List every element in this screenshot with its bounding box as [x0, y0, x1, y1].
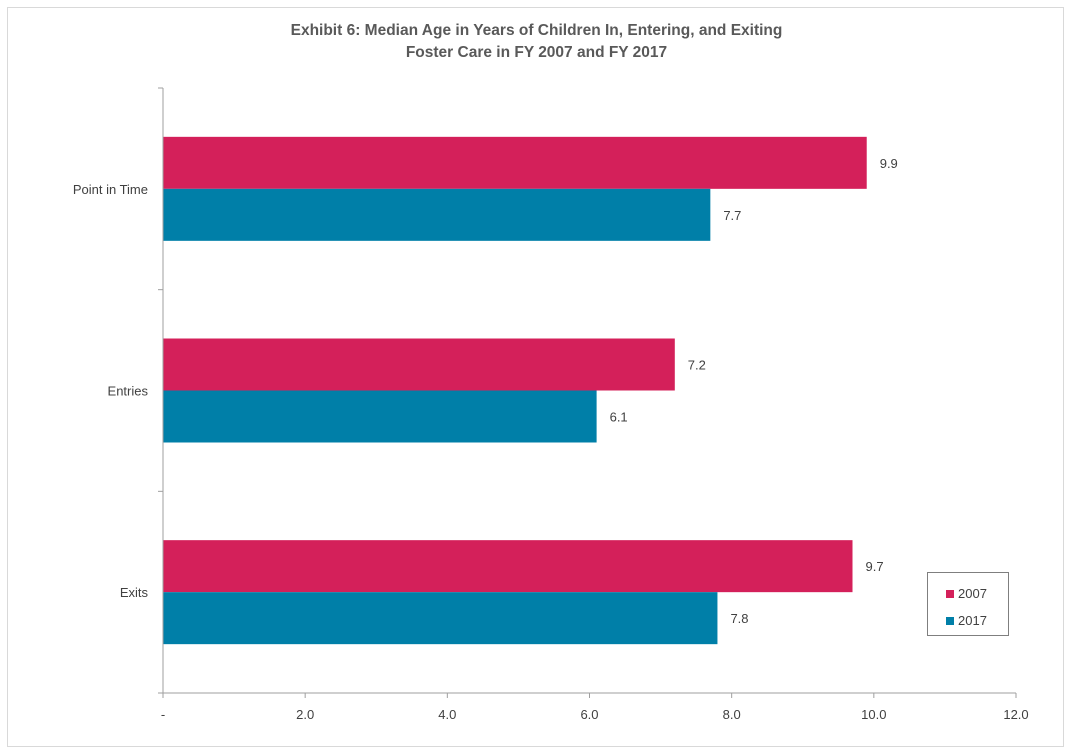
category-label-3: Exits	[120, 585, 149, 600]
bar-2007-3	[163, 540, 853, 593]
data-label-2017-2: 6.1	[610, 410, 628, 425]
x-tick-label-2: 4.0	[438, 707, 456, 722]
legend: 2007 2017	[927, 572, 1009, 636]
bar-2017-2	[163, 390, 597, 443]
x-tick-label-3: 6.0	[580, 707, 598, 722]
data-label-2017-1: 7.7	[723, 208, 741, 223]
x-tick-label-1: 2.0	[296, 707, 314, 722]
category-label-1: Point in Time	[73, 182, 148, 197]
chart-title: Exhibit 6: Median Age in Years of Childr…	[0, 20, 1073, 64]
x-tick-label-0: -	[161, 707, 165, 722]
bar-chart: 9.9 7.7 Point in Time 7.2 6.1 Entries 9.7 7.8 Ex…	[73, 87, 1029, 722]
legend-label-2007: 2007	[958, 586, 987, 601]
legend-swatch-2007	[946, 589, 954, 598]
legend-item-2017: 2017	[946, 613, 987, 629]
data-label-2007-1: 9.9	[880, 156, 898, 171]
bar-2017-3	[163, 592, 718, 645]
data-label-2007-3: 9.7	[866, 559, 884, 574]
bar-2007-2	[163, 338, 675, 391]
chart-title-line-1: Exhibit 6: Median Age in Years of Childr…	[290, 22, 783, 39]
category-label-2: Entries	[108, 384, 149, 399]
legend-item-2007: 2007	[946, 586, 987, 602]
legend-swatch-2017	[946, 616, 954, 625]
data-label-2017-3: 7.8	[730, 611, 748, 626]
x-tick-label-6: 12.0	[1003, 707, 1028, 722]
x-tick-label-4: 8.0	[723, 707, 741, 722]
bar-2007-1	[163, 136, 867, 189]
legend-label-2017: 2017	[958, 613, 987, 628]
bar-2017-1	[163, 188, 711, 241]
x-tick-label-5: 10.0	[861, 707, 886, 722]
chart-title-line-2: Foster Care in FY 2007 and FY 2017	[405, 44, 668, 61]
data-label-2007-2: 7.2	[688, 358, 706, 373]
